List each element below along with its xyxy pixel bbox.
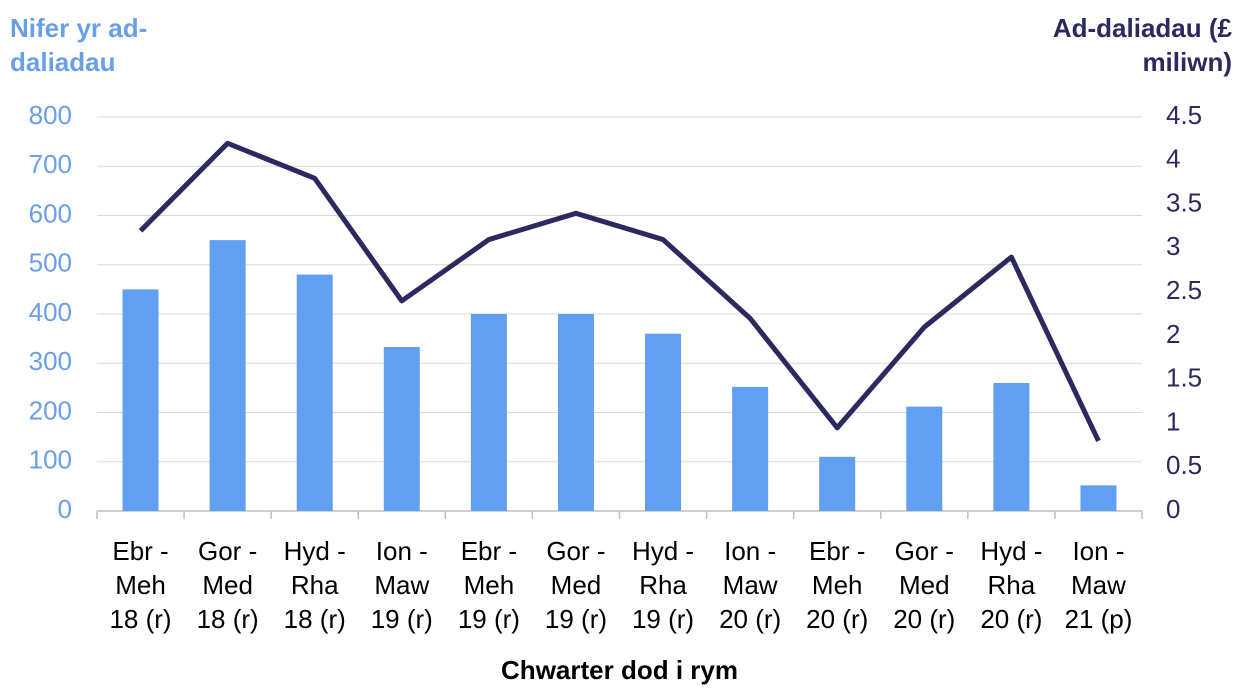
x-tick-label: Ion - <box>376 536 428 566</box>
y2-tick-label: 4 <box>1166 144 1180 174</box>
y2-axis-title: Ad-daliadau (£ <box>1053 13 1233 43</box>
x-tick-label: Rha <box>988 570 1036 600</box>
x-tick-label: 19 (r) <box>371 604 433 634</box>
y2-tick-label: 2.5 <box>1166 275 1202 305</box>
y-tick-label: 600 <box>29 198 72 228</box>
bar <box>296 274 333 511</box>
y2-tick-label: 0.5 <box>1166 450 1202 480</box>
x-tick-label: 18 (r) <box>197 604 259 634</box>
y2-axis-title: miliwn) <box>1142 47 1232 77</box>
bar <box>906 406 943 511</box>
x-tick-label: Meh <box>115 570 166 600</box>
x-tick-label: Hyd - <box>980 536 1042 566</box>
y2-tick-label: 2 <box>1166 319 1180 349</box>
x-tick-label: 18 (r) <box>284 604 346 634</box>
y-axis-title: Nifer yr ad- <box>10 13 147 43</box>
x-tick-label: Hyd - <box>632 536 694 566</box>
x-tick-label: Med <box>551 570 602 600</box>
y2-tick-label: 3 <box>1166 231 1180 261</box>
bar <box>645 333 682 511</box>
x-tick-label: Maw <box>1071 570 1126 600</box>
x-tick-label: Gor - <box>895 536 954 566</box>
y2-tick-label: 0 <box>1166 494 1180 524</box>
y2-tick-label: 1 <box>1166 406 1180 436</box>
y-tick-label: 100 <box>29 445 72 475</box>
y-tick-label: 400 <box>29 297 72 327</box>
x-tick-label: Ebr - <box>112 536 168 566</box>
x-tick-label: 20 (r) <box>806 604 868 634</box>
bar <box>122 289 159 511</box>
x-tick-label: Ebr - <box>809 536 865 566</box>
x-tick-label: Meh <box>812 570 863 600</box>
x-tick-label: Hyd - <box>284 536 346 566</box>
x-tick-label: 20 (r) <box>719 604 781 634</box>
bar <box>470 314 507 511</box>
x-tick-label: 19 (r) <box>458 604 520 634</box>
y-axis-title: daliadau <box>10 47 115 77</box>
x-axis-title: Chwarter dod i rym <box>501 655 738 685</box>
x-tick-label: 19 (r) <box>632 604 694 634</box>
x-tick-label: Maw <box>374 570 429 600</box>
y2-tick-label: 1.5 <box>1166 363 1202 393</box>
y-tick-label: 800 <box>29 100 72 130</box>
x-tick-label: Med <box>202 570 253 600</box>
x-tick-label: Gor - <box>198 536 257 566</box>
bar <box>732 386 769 511</box>
bar <box>209 240 246 511</box>
y-tick-label: 300 <box>29 346 72 376</box>
y-tick-label: 200 <box>29 395 72 425</box>
line <box>138 140 1101 443</box>
bar <box>993 382 1030 511</box>
x-tick-label: 19 (r) <box>545 604 607 634</box>
bar <box>557 314 594 511</box>
x-tick-label: Rha <box>291 570 339 600</box>
x-tick-label: Rha <box>639 570 687 600</box>
bar <box>383 346 420 511</box>
bar <box>1080 485 1117 511</box>
x-tick-label: Gor - <box>546 536 605 566</box>
x-tick-label: Med <box>899 570 950 600</box>
x-tick-label: Maw <box>723 570 778 600</box>
x-tick-label: 21 (p) <box>1064 604 1132 634</box>
x-tick-label: Ebr - <box>461 536 517 566</box>
x-tick-label: 20 (r) <box>980 604 1042 634</box>
y2-tick-label: 4.5 <box>1166 100 1202 130</box>
x-tick-label: Meh <box>464 570 515 600</box>
x-tick-label: 18 (r) <box>109 604 171 634</box>
x-tick-label: 20 (r) <box>893 604 955 634</box>
y-tick-label: 700 <box>29 149 72 179</box>
x-tick-label: Ion - <box>1072 536 1124 566</box>
y-tick-label: 0 <box>58 494 72 524</box>
bar <box>819 456 856 511</box>
y2-tick-label: 3.5 <box>1166 187 1202 217</box>
x-tick-label: Ion - <box>724 536 776 566</box>
y-tick-label: 500 <box>29 248 72 278</box>
